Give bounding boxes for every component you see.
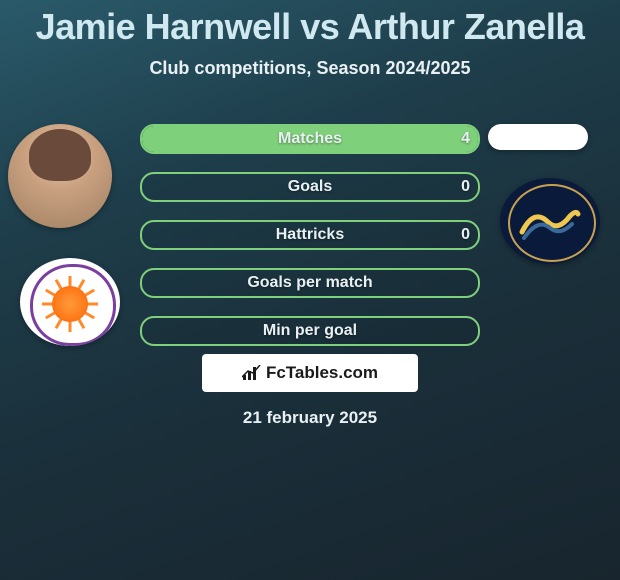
stat-row: Min per goal (140, 316, 480, 346)
stat-value-left: 0 (461, 222, 470, 248)
page-title: Jamie Harnwell vs Arthur Zanella (0, 0, 620, 48)
stat-row: Matches4 (140, 124, 480, 154)
stat-label: Min per goal (142, 318, 478, 344)
stat-row: Goals per match (140, 268, 480, 298)
stat-label: Matches (142, 126, 478, 152)
player1-club-badge (20, 258, 120, 346)
stat-rows: Matches4Goals0Hattricks0Goals per matchM… (140, 124, 480, 364)
fctables-text: FcTables.com (266, 363, 378, 383)
stat-value-left: 0 (461, 174, 470, 200)
bar-chart-icon (242, 365, 262, 381)
stat-row: Goals0 (140, 172, 480, 202)
sun-icon (52, 286, 88, 322)
fctables-watermark: FcTables.com (202, 354, 418, 392)
date-label: 21 february 2025 (0, 408, 620, 428)
infographic-container: Jamie Harnwell vs Arthur Zanella Club co… (0, 0, 620, 580)
wave-icon (518, 204, 582, 244)
stat-value-left: 4 (461, 126, 470, 152)
stat-label: Hattricks (142, 222, 478, 248)
player2-club-badge (500, 178, 600, 264)
stat-label: Goals (142, 174, 478, 200)
page-subtitle: Club competitions, Season 2024/2025 (0, 58, 620, 79)
stat-label: Goals per match (142, 270, 478, 296)
player2-avatar (488, 124, 588, 150)
stat-row: Hattricks0 (140, 220, 480, 250)
player1-avatar (8, 124, 112, 228)
